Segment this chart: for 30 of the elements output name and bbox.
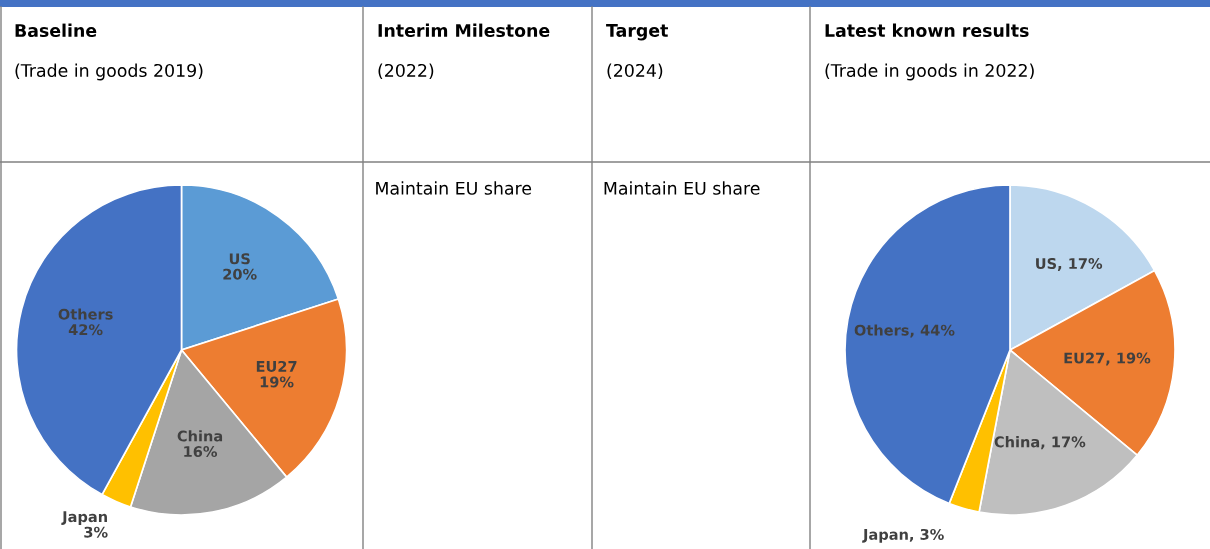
text: (2024)	[607, 63, 663, 80]
slice-label: US	[1036, 257, 1057, 270]
chart-subtitle: (Trade in goods 2019)	[15, 63, 203, 81]
slice-label: US	[229, 253, 250, 265]
data-label: , 17%	[1057, 257, 1103, 271]
text: Maintain EU share	[604, 181, 760, 195]
chart-title: Latest known results	[825, 23, 1029, 38]
data-label: 19%	[260, 376, 294, 388]
slice-label: Others	[58, 308, 113, 320]
data-label: , 17%	[1041, 436, 1086, 450]
slice-label: China	[177, 430, 223, 442]
text: Target	[606, 24, 668, 41]
slice-label: Japan	[862, 529, 908, 543]
slice-label: EU27	[1064, 352, 1105, 364]
data-label: 3%	[84, 526, 108, 538]
chart-subtitle: (Trade in goods in 2022)	[825, 63, 1034, 81]
chart-title: Baseline	[15, 23, 97, 38]
data-label: 20%	[223, 268, 257, 280]
data-label: , 3%	[909, 528, 944, 542]
data-label: 42%	[68, 324, 103, 336]
data-label: , 19%	[1106, 352, 1151, 366]
data-label: 16%	[184, 446, 218, 458]
data-label: , 44%	[910, 324, 955, 338]
slice-label: China	[994, 436, 1040, 448]
slice-label: EU27	[256, 360, 297, 372]
slice-label: Others	[854, 324, 909, 336]
text: (2022)	[378, 63, 434, 80]
text: Interim Milestone	[378, 23, 550, 38]
slice-label: Japan	[61, 511, 107, 526]
text: Maintain EU share	[376, 181, 532, 195]
